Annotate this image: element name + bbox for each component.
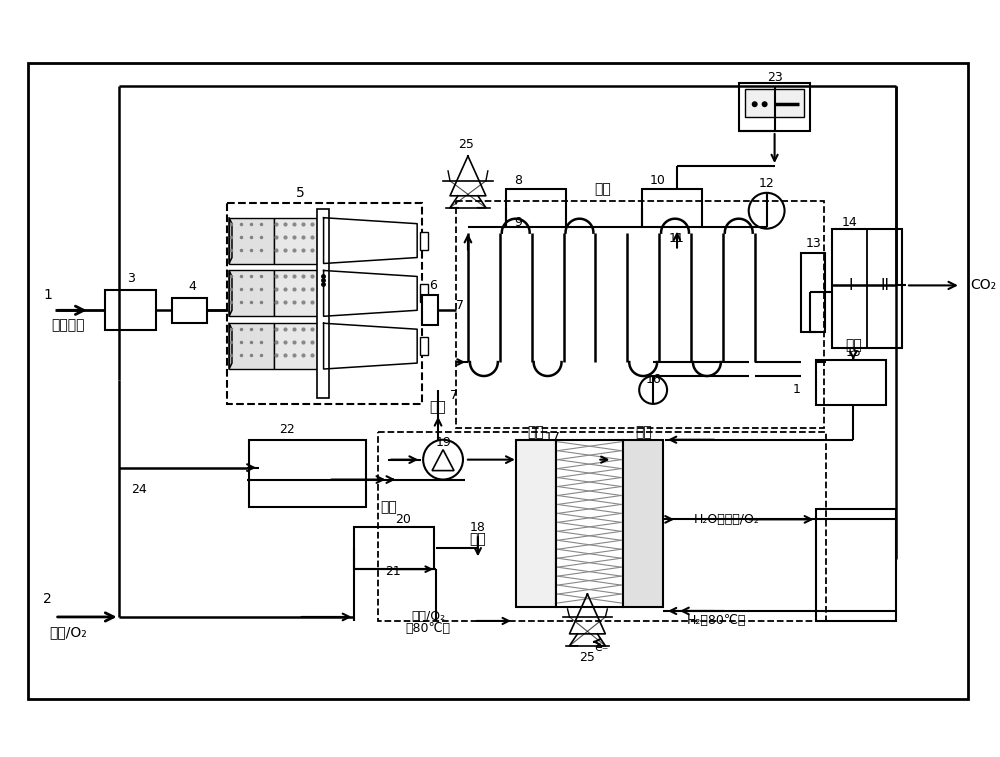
Text: 10: 10 bbox=[649, 174, 665, 188]
Bar bbox=[420, 337, 428, 355]
Polygon shape bbox=[229, 218, 232, 263]
Bar bbox=[456, 201, 824, 428]
Text: 6: 6 bbox=[429, 279, 437, 292]
Text: II: II bbox=[881, 278, 890, 293]
Text: 21: 21 bbox=[385, 565, 401, 578]
Text: 蒸汽: 蒸汽 bbox=[845, 338, 862, 352]
Polygon shape bbox=[229, 323, 232, 369]
Text: 22: 22 bbox=[279, 423, 295, 436]
Bar bbox=[516, 440, 556, 607]
Text: I: I bbox=[848, 278, 853, 293]
Text: 阴极: 阴极 bbox=[527, 425, 544, 439]
Text: 8: 8 bbox=[514, 174, 522, 188]
Bar bbox=[506, 188, 566, 226]
Text: 24: 24 bbox=[132, 483, 147, 496]
Text: 1: 1 bbox=[793, 384, 800, 397]
Text: 20: 20 bbox=[395, 513, 411, 526]
Bar bbox=[274, 270, 324, 316]
Text: 11: 11 bbox=[669, 232, 685, 245]
Bar bbox=[28, 64, 968, 699]
Bar bbox=[623, 440, 663, 607]
Bar bbox=[249, 440, 366, 507]
Bar bbox=[816, 360, 886, 405]
Text: 1: 1 bbox=[43, 288, 52, 302]
Text: 煤矿瓦斯: 煤矿瓦斯 bbox=[51, 318, 84, 332]
Bar bbox=[420, 232, 428, 250]
Polygon shape bbox=[229, 270, 232, 316]
Text: 9: 9 bbox=[514, 217, 522, 229]
Text: 7: 7 bbox=[456, 299, 464, 312]
Bar bbox=[229, 218, 274, 263]
Bar bbox=[816, 509, 896, 621]
Bar bbox=[274, 323, 324, 369]
Bar bbox=[420, 285, 428, 302]
Text: （80℃）: （80℃） bbox=[406, 622, 451, 635]
Polygon shape bbox=[432, 450, 454, 471]
Text: H₂（80℃）: H₂（80℃） bbox=[687, 615, 747, 628]
Text: 17: 17 bbox=[545, 431, 561, 444]
Text: 13: 13 bbox=[806, 237, 821, 250]
Bar bbox=[274, 218, 324, 263]
Text: 14: 14 bbox=[841, 217, 857, 229]
Text: 23: 23 bbox=[767, 71, 782, 84]
Bar bbox=[422, 295, 438, 326]
Bar bbox=[556, 440, 623, 607]
Text: 蒸汽: 蒸汽 bbox=[470, 532, 486, 547]
Text: 空气/O₂: 空气/O₂ bbox=[411, 610, 445, 624]
Bar bbox=[229, 323, 274, 369]
Circle shape bbox=[752, 101, 758, 107]
Text: 16: 16 bbox=[645, 373, 661, 387]
Text: 2: 2 bbox=[43, 592, 52, 606]
Text: 供暖: 供暖 bbox=[380, 500, 397, 515]
Bar bbox=[642, 188, 702, 226]
Bar bbox=[739, 83, 810, 131]
Text: 7: 7 bbox=[450, 389, 458, 403]
Text: 18: 18 bbox=[470, 521, 486, 534]
Polygon shape bbox=[324, 218, 417, 263]
Text: 25: 25 bbox=[458, 138, 474, 151]
Text: e₋: e₋ bbox=[594, 641, 609, 654]
Text: 蒸汽: 蒸汽 bbox=[430, 400, 446, 414]
Text: 15: 15 bbox=[845, 346, 861, 359]
Text: 空气/O₂: 空气/O₂ bbox=[49, 625, 87, 639]
Text: CO₂: CO₂ bbox=[971, 279, 997, 292]
Bar bbox=[378, 431, 826, 621]
Bar bbox=[229, 270, 274, 316]
Bar bbox=[172, 298, 207, 323]
Polygon shape bbox=[324, 323, 417, 369]
Bar bbox=[354, 528, 434, 569]
Bar bbox=[227, 203, 422, 404]
Text: 5: 5 bbox=[296, 185, 305, 200]
Text: 19: 19 bbox=[435, 436, 451, 449]
Text: H₂O，空气/O₂: H₂O，空气/O₂ bbox=[694, 513, 760, 526]
Bar bbox=[832, 229, 902, 348]
Text: 4: 4 bbox=[188, 280, 196, 293]
Circle shape bbox=[762, 101, 768, 107]
Text: 供暖: 供暖 bbox=[594, 182, 611, 196]
Text: 阳极: 阳极 bbox=[635, 425, 652, 439]
Text: 3: 3 bbox=[127, 272, 135, 285]
Bar bbox=[105, 291, 156, 330]
Text: 25: 25 bbox=[579, 651, 595, 665]
Text: 12: 12 bbox=[759, 177, 775, 190]
Polygon shape bbox=[324, 270, 417, 316]
Bar bbox=[801, 253, 825, 332]
Bar bbox=[317, 209, 329, 398]
Bar bbox=[745, 89, 804, 117]
